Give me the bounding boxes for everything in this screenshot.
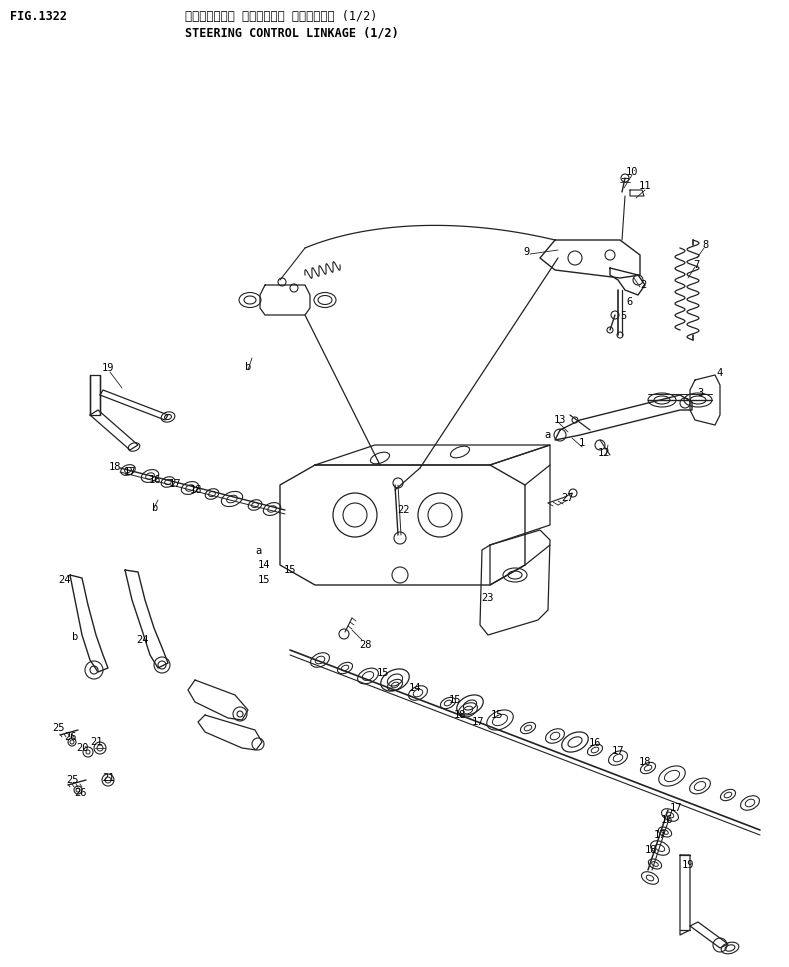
Text: 14: 14 xyxy=(258,560,271,570)
Text: 19: 19 xyxy=(682,860,694,870)
Text: 18: 18 xyxy=(645,845,657,855)
Text: 26: 26 xyxy=(73,788,86,798)
Text: 21: 21 xyxy=(102,773,114,783)
Text: 22: 22 xyxy=(397,505,409,515)
Text: 14: 14 xyxy=(409,683,421,693)
Circle shape xyxy=(74,786,82,794)
Text: 17: 17 xyxy=(611,746,624,756)
Circle shape xyxy=(278,278,286,286)
Text: 25: 25 xyxy=(52,723,64,733)
Text: 11: 11 xyxy=(639,181,651,191)
Text: 28: 28 xyxy=(359,640,372,650)
Text: 15: 15 xyxy=(258,575,271,585)
Text: 3: 3 xyxy=(697,388,703,398)
Text: 12: 12 xyxy=(598,448,610,458)
Circle shape xyxy=(393,478,403,488)
Text: 18: 18 xyxy=(109,462,122,472)
Text: 2: 2 xyxy=(640,280,646,290)
Text: a: a xyxy=(545,430,552,440)
Text: 24: 24 xyxy=(58,575,70,585)
Text: 9: 9 xyxy=(524,247,530,257)
Text: 16: 16 xyxy=(149,475,161,485)
Text: 6: 6 xyxy=(627,297,633,307)
Text: 10: 10 xyxy=(626,167,638,177)
Text: STEERING CONTROL LINKAGE (1/2): STEERING CONTROL LINKAGE (1/2) xyxy=(185,26,398,39)
Circle shape xyxy=(569,489,577,497)
Text: 16: 16 xyxy=(589,738,601,748)
Text: 19: 19 xyxy=(102,363,114,373)
Text: 15: 15 xyxy=(449,695,462,705)
Text: 17: 17 xyxy=(654,830,666,840)
Text: 15: 15 xyxy=(284,565,296,575)
Circle shape xyxy=(621,174,629,182)
Text: 15: 15 xyxy=(377,668,389,678)
Text: 1: 1 xyxy=(579,438,585,448)
Text: 18: 18 xyxy=(189,485,202,495)
Text: 27: 27 xyxy=(562,493,574,503)
Text: a: a xyxy=(255,546,261,556)
Text: 4: 4 xyxy=(717,368,724,378)
Text: ステアリング・ コントロール リンケージ・ (1/2): ステアリング・ コントロール リンケージ・ (1/2) xyxy=(185,10,377,23)
Text: 24: 24 xyxy=(136,635,148,645)
Text: 18: 18 xyxy=(639,757,651,767)
Text: 17: 17 xyxy=(670,803,682,813)
Text: FIG.1322: FIG.1322 xyxy=(10,10,67,23)
Circle shape xyxy=(339,629,349,639)
Text: 7: 7 xyxy=(693,260,699,270)
Text: 26: 26 xyxy=(64,732,77,742)
Text: 23: 23 xyxy=(482,593,494,603)
Text: 17: 17 xyxy=(169,479,181,489)
Circle shape xyxy=(290,284,298,292)
Text: 17: 17 xyxy=(472,717,484,727)
Text: 8: 8 xyxy=(703,240,709,250)
Text: 15: 15 xyxy=(491,710,503,720)
Text: 17: 17 xyxy=(124,467,136,477)
Text: b: b xyxy=(72,632,78,642)
Text: 25: 25 xyxy=(65,775,78,785)
Circle shape xyxy=(68,738,76,746)
Text: 20: 20 xyxy=(76,743,88,753)
Text: 5: 5 xyxy=(620,311,626,321)
Text: 16: 16 xyxy=(660,815,673,825)
Text: b: b xyxy=(151,503,158,513)
Text: 13: 13 xyxy=(554,415,567,425)
Text: 21: 21 xyxy=(90,737,103,747)
Text: b: b xyxy=(245,362,251,372)
Text: 18: 18 xyxy=(454,710,466,720)
